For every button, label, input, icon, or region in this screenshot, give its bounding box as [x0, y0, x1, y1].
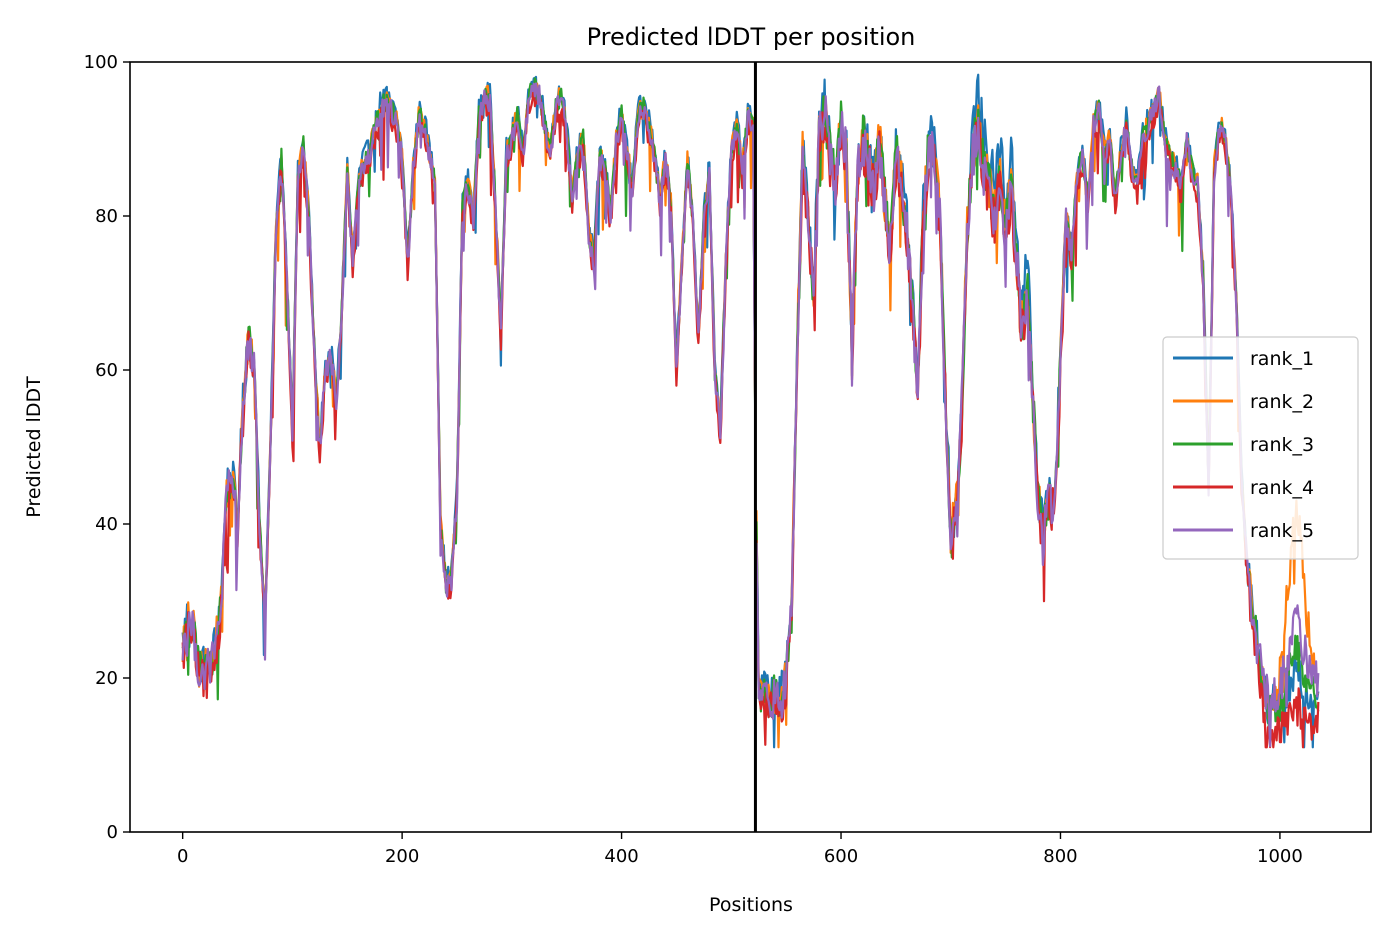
legend-label-rank_4: rank_4	[1250, 477, 1314, 499]
x-tick-label: 0	[177, 846, 188, 867]
y-tick-label: 60	[95, 360, 118, 381]
y-tick-label: 100	[84, 52, 118, 73]
x-axis-ticks: 0 200 400 600 800 1000	[177, 832, 1303, 867]
x-tick-label: 800	[1043, 846, 1077, 867]
chart-title: Predicted lDDT per position	[587, 23, 916, 51]
x-axis-label: Positions	[709, 894, 793, 916]
y-tick-label: 0	[107, 822, 118, 843]
x-tick-label: 600	[824, 846, 858, 867]
legend-box	[1162, 336, 1359, 560]
y-tick-label: 20	[95, 668, 118, 689]
y-tick-label: 40	[95, 514, 118, 535]
plot-frame	[129, 61, 1372, 833]
x-tick-label: 400	[604, 846, 638, 867]
series-line-rank_5	[181, 82, 1320, 748]
legend: rank_1 rank_2 rank_3 rank_4 rank_5	[1162, 336, 1359, 560]
legend-label-rank_2: rank_2	[1250, 391, 1314, 413]
x-tick-label: 1000	[1257, 846, 1303, 867]
legend-label-rank_1: rank_1	[1250, 348, 1314, 370]
y-axis-ticks: 0 20 40 60 80 100	[84, 52, 130, 843]
series-layer	[181, 73, 1320, 749]
y-tick-label: 80	[95, 206, 118, 227]
legend-label-rank_3: rank_3	[1250, 434, 1314, 456]
x-tick-label: 200	[385, 846, 419, 867]
y-axis-label: Predicted lDDT	[23, 376, 45, 518]
legend-label-rank_5: rank_5	[1250, 520, 1314, 542]
legend-items: rank_1 rank_2 rank_3 rank_4 rank_5	[1173, 348, 1314, 542]
